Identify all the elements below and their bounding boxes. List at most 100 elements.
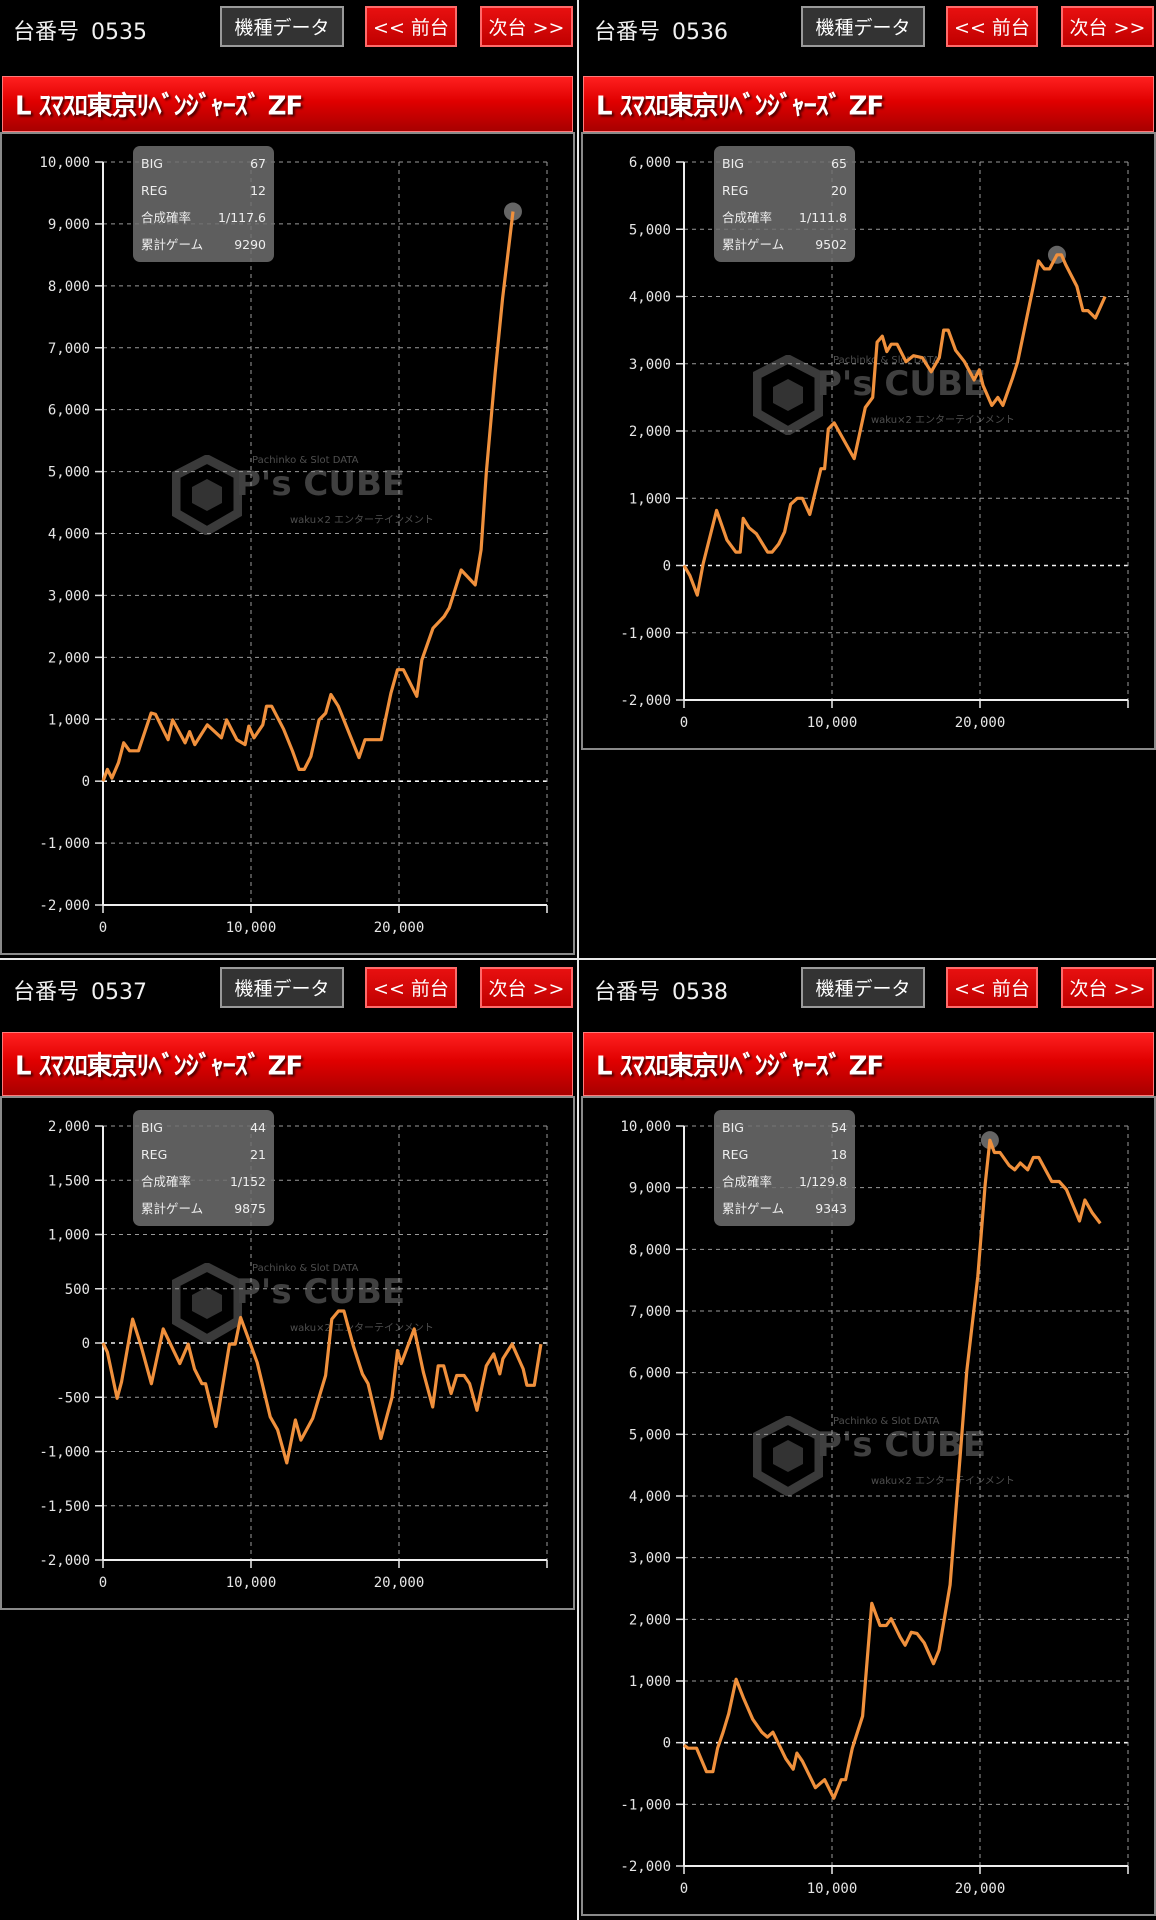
unit-number: 0536 <box>672 20 729 45</box>
y-tick-label: 5,000 <box>48 465 90 481</box>
stat-label: REG <box>141 1147 168 1162</box>
machine-title-bar: L ｽﾏｽﾛ東京ﾘﾍﾞﾝｼﾞｬｰｽﾞ ZF <box>2 76 573 132</box>
y-tick-label: 4,000 <box>629 1489 671 1505</box>
y-tick-label: 3,000 <box>48 588 90 604</box>
stat-label: BIG <box>141 1120 163 1135</box>
stat-value: 9875 <box>234 1201 266 1216</box>
stat-row: BIG 67 <box>141 150 266 177</box>
y-tick-label: 8,000 <box>48 279 90 295</box>
y-tick-label: 2,000 <box>48 650 90 666</box>
y-tick-label: -1,000 <box>39 1445 90 1461</box>
y-tick-label: -1,000 <box>39 836 90 852</box>
x-tick-label: 20,000 <box>955 715 1006 731</box>
stat-label: 累計ゲーム <box>141 237 204 252</box>
stat-value: 9343 <box>815 1201 847 1216</box>
stat-label: 累計ゲーム <box>141 1201 204 1216</box>
stat-value: 54 <box>831 1120 847 1135</box>
y-tick-label: 1,000 <box>48 712 90 728</box>
machine-title-bar: L ｽﾏｽﾛ東京ﾘﾍﾞﾝｼﾞｬｰｽﾞ ZF <box>2 1032 573 1096</box>
y-tick-label: -1,000 <box>620 626 671 642</box>
prev-unit-button[interactable]: << 前台 <box>946 967 1038 1008</box>
stat-row: 合成確率 1/129.8 <box>722 1168 847 1195</box>
x-tick-label: 10,000 <box>226 1575 277 1591</box>
stat-label: REG <box>141 183 168 198</box>
model-data-button[interactable]: 機種データ <box>801 6 925 47</box>
x-tick-label: 20,000 <box>374 1575 425 1591</box>
y-tick-label: 6,000 <box>629 1366 671 1382</box>
y-tick-label: 0 <box>663 1736 671 1752</box>
y-tick-label: 3,000 <box>629 357 671 373</box>
y-tick-label: -2,000 <box>39 898 90 914</box>
stat-label: BIG <box>722 156 744 171</box>
chart-canvas: 2,000 1,500 1,000 500 0 -500 -1,000 -1,500 -2,00… <box>39 1119 548 1591</box>
prev-unit-button[interactable]: << 前台 <box>365 967 457 1008</box>
unit-number-label: 台番号 0535 <box>13 14 147 46</box>
machine-title: L ｽﾏｽﾛ東京ﾘﾍﾞﾝｼﾞｬｰｽﾞ ZF <box>15 91 303 122</box>
next-unit-button[interactable]: 次台 >> <box>1061 967 1154 1008</box>
panel-divider-vertical <box>577 0 579 1920</box>
unit-number-label: 台番号 0536 <box>594 14 728 46</box>
y-tick-label: -2,000 <box>39 1553 90 1569</box>
y-tick-label: 10,000 <box>39 155 90 171</box>
model-data-button[interactable]: 機種データ <box>220 967 344 1008</box>
stat-row: 累計ゲーム 9343 <box>722 1195 847 1222</box>
slump-chart: Pachinko & Slot DATA P's CUBE waku×2 エンターテ… <box>0 132 575 955</box>
x-tick-label: 10,000 <box>807 715 858 731</box>
y-tick-label: 1,000 <box>48 1228 90 1244</box>
stat-row: 合成確率 1/111.8 <box>722 204 847 231</box>
slump-chart: Pachinko & Slot DATA P's CUBE waku×2 エンターテ… <box>0 1096 575 1610</box>
stats-overlay: BIG 67 REG 12 合成確率 1/117.6 累計ゲーム 9290 <box>133 146 274 262</box>
y-tick-label: 3,000 <box>629 1551 671 1567</box>
unit-number-label: 台番号 0538 <box>594 974 728 1006</box>
chart-canvas: 6,000 5,000 4,000 3,000 2,000 1,000 0 -1,000 -2,… <box>620 155 1129 731</box>
x-tick-label: 0 <box>680 1881 688 1897</box>
y-tick-label: 0 <box>663 559 671 575</box>
machine-title: L ｽﾏｽﾛ東京ﾘﾍﾞﾝｼﾞｬｰｽﾞ ZF <box>596 91 884 122</box>
prev-unit-button[interactable]: << 前台 <box>946 6 1038 47</box>
stat-row: BIG 65 <box>722 150 847 177</box>
next-unit-button[interactable]: 次台 >> <box>480 6 573 47</box>
stat-row: 累計ゲーム 9502 <box>722 231 847 258</box>
unit-prefix: 台番号 <box>13 20 80 45</box>
machine-title: L ｽﾏｽﾛ東京ﾘﾍﾞﾝｼﾞｬｰｽﾞ ZF <box>15 1051 303 1082</box>
y-tick-label: 0 <box>82 1336 90 1352</box>
model-data-button[interactable]: 機種データ <box>801 967 925 1008</box>
unit-number: 0538 <box>672 980 729 1005</box>
y-tick-label: 7,000 <box>629 1304 671 1320</box>
x-tick-label: 20,000 <box>374 920 425 936</box>
stat-value: 1/111.8 <box>799 210 847 225</box>
y-tick-label: 5,000 <box>629 222 671 238</box>
y-tick-label: 7,000 <box>48 341 90 357</box>
stat-value: 44 <box>250 1120 266 1135</box>
next-unit-button[interactable]: 次台 >> <box>1061 6 1154 47</box>
next-unit-button[interactable]: 次台 >> <box>480 967 573 1008</box>
y-tick-label: 6,000 <box>48 403 90 419</box>
y-tick-label: 4,000 <box>48 527 90 543</box>
stat-row: REG 18 <box>722 1141 847 1168</box>
y-tick-label: 1,500 <box>48 1173 90 1189</box>
y-tick-label: 6,000 <box>629 155 671 171</box>
x-tick-label: 20,000 <box>955 1881 1006 1897</box>
machine-title-bar: L ｽﾏｽﾛ東京ﾘﾍﾞﾝｼﾞｬｰｽﾞ ZF <box>583 1032 1154 1096</box>
stat-row: REG 21 <box>141 1141 266 1168</box>
stat-row: 合成確率 1/117.6 <box>141 204 266 231</box>
slump-chart: Pachinko & Slot DATA P's CUBE waku×2 エンターテ… <box>581 132 1156 750</box>
stat-label: 累計ゲーム <box>722 237 785 252</box>
y-tick-label: -500 <box>56 1390 90 1406</box>
stat-label: REG <box>722 1147 749 1162</box>
y-tick-label: -1,000 <box>620 1797 671 1813</box>
unit-prefix: 台番号 <box>594 980 661 1005</box>
x-tick-label: 0 <box>99 920 107 936</box>
unit-prefix: 台番号 <box>594 20 661 45</box>
stat-value: 67 <box>250 156 266 171</box>
prev-unit-button[interactable]: << 前台 <box>365 6 457 47</box>
y-tick-label: 4,000 <box>629 290 671 306</box>
slump-line-series <box>101 1309 543 1465</box>
stat-value: 21 <box>250 1147 266 1162</box>
stat-value: 20 <box>831 183 847 198</box>
slump-chart: Pachinko & Slot DATA P's CUBE waku×2 エンターテ… <box>581 1096 1156 1916</box>
x-tick-label: 0 <box>680 715 688 731</box>
model-data-button[interactable]: 機種データ <box>220 6 344 47</box>
y-tick-label: -2,000 <box>620 1859 671 1875</box>
stat-value: 18 <box>831 1147 847 1162</box>
